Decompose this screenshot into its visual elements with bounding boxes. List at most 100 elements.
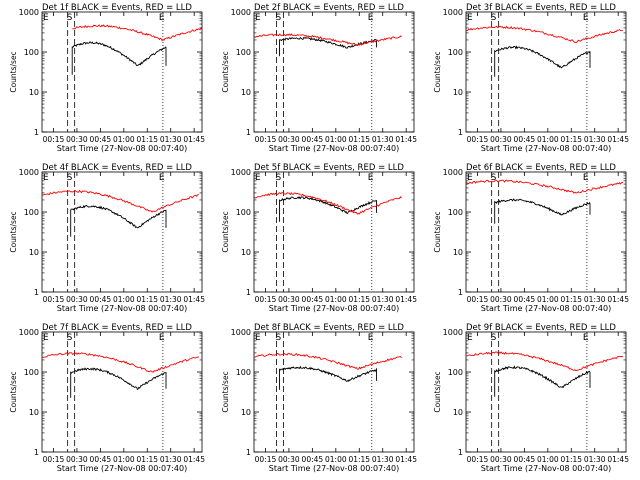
y-tick-label: 10 (453, 88, 463, 97)
series-lld-line (42, 352, 199, 373)
x-tick-label: 00:45 (90, 295, 112, 304)
x-tick-label: 00:15 (43, 295, 65, 304)
y-tick-label: 1 (246, 128, 251, 137)
y-axis-label: Counts/sec (9, 211, 18, 252)
y-axis-label: Counts/sec (433, 51, 442, 92)
x-axis-label: Start Time (27-Nov-08 00:07:40) (57, 464, 187, 473)
x-tick-label: 01:45 (395, 295, 417, 304)
y-tick-label: 100 (236, 368, 251, 377)
x-tick-label: 00:15 (467, 455, 489, 464)
x-tick-label: 01:45 (607, 295, 629, 304)
series-events-line (494, 198, 591, 224)
x-tick-label: 01:30 (372, 135, 394, 144)
start-marker-label: S (67, 173, 73, 183)
x-tick-label: 00:15 (467, 295, 489, 304)
x-tick-label: 00:45 (514, 455, 536, 464)
y-tick-label: 100 (24, 368, 39, 377)
plot-title: Det 1f BLACK = Events, RED = LLD (42, 3, 192, 13)
series-lld-line (72, 24, 203, 42)
y-axis-label: Counts/sec (221, 211, 230, 252)
edge-marker-label: E (43, 333, 49, 343)
y-tick-label: 1 (34, 288, 39, 297)
x-axis-label: Start Time (27-Nov-08 00:07:40) (57, 304, 187, 313)
x-axis-label: Start Time (27-Nov-08 00:07:40) (481, 144, 611, 153)
end-marker-label: E (159, 173, 165, 183)
y-tick-label: 1 (458, 288, 463, 297)
x-tick-label: 00:45 (90, 135, 112, 144)
plot-frame (41, 171, 203, 293)
x-tick-label: 00:45 (302, 295, 324, 304)
y-tick-label: 1000 (443, 8, 463, 17)
y-tick-label: 100 (448, 368, 463, 377)
x-tick-label: 01:00 (113, 295, 135, 304)
y-tick-label: 10 (241, 248, 251, 257)
x-tick-label: 00:15 (43, 455, 65, 464)
y-tick-label: 1000 (19, 168, 39, 177)
y-tick-label: 1000 (19, 328, 39, 337)
x-tick-label: 00:30 (490, 135, 512, 144)
y-tick-label: 10 (453, 408, 463, 417)
x-tick-label: 01:30 (372, 295, 394, 304)
plot-frame (41, 11, 203, 133)
x-tick-label: 00:45 (302, 455, 324, 464)
end-marker-label: E (583, 333, 589, 343)
y-tick-label: 1000 (443, 328, 463, 337)
start-marker-label: S (491, 173, 497, 183)
y-tick-label: 10 (241, 408, 251, 417)
series-events-line (279, 196, 377, 222)
y-tick-label: 1 (34, 448, 39, 457)
y-axis-label: Counts/sec (9, 51, 18, 92)
x-tick-label: 00:45 (514, 295, 536, 304)
y-tick-label: 1000 (443, 168, 463, 177)
y-axis-label: Counts/sec (221, 371, 230, 412)
x-tick-label: 00:30 (278, 135, 300, 144)
y-tick-label: 1 (246, 288, 251, 297)
x-tick-label: 00:30 (278, 455, 300, 464)
series-events-line (70, 204, 167, 237)
y-tick-label: 100 (236, 48, 251, 57)
plot-title: Det 4f BLACK = Events, RED = LLD (42, 163, 192, 173)
x-tick-label: 01:30 (160, 295, 182, 304)
start-marker-label: S (67, 333, 73, 343)
series-lld-line (254, 33, 402, 47)
end-marker-label: E (583, 13, 589, 23)
edge-marker-label: E (255, 13, 261, 23)
x-tick-label: 01:45 (607, 455, 629, 464)
y-tick-label: 10 (29, 88, 39, 97)
end-marker-label: E (368, 333, 374, 343)
x-axis-label: Start Time (27-Nov-08 00:07:40) (269, 144, 399, 153)
plot-title: Det 2f BLACK = Events, RED = LLD (254, 3, 404, 13)
y-tick-label: 1000 (19, 8, 39, 17)
x-tick-label: 01:00 (537, 295, 559, 304)
series-lld-line (466, 179, 623, 194)
x-tick-label: 00:15 (43, 135, 65, 144)
start-marker-label: S (276, 173, 282, 183)
x-tick-label: 01:45 (395, 135, 417, 144)
x-tick-label: 01:00 (537, 455, 559, 464)
y-tick-label: 100 (448, 208, 463, 217)
y-axis-label: Counts/sec (433, 371, 442, 412)
start-marker-label: S (276, 13, 282, 23)
end-marker-label: E (159, 333, 165, 343)
end-marker-label: E (159, 13, 165, 23)
x-axis-label: Start Time (27-Nov-08 00:07:40) (481, 304, 611, 313)
x-tick-label: 01:00 (325, 295, 347, 304)
series-events-line (494, 45, 591, 77)
series-lld-line (254, 192, 402, 215)
x-tick-label: 01:15 (136, 135, 158, 144)
x-tick-label: 00:15 (255, 295, 277, 304)
x-tick-label: 01:00 (325, 135, 347, 144)
series-events-line (70, 367, 167, 398)
x-tick-label: 01:15 (348, 295, 370, 304)
x-tick-label: 00:30 (490, 455, 512, 464)
x-tick-label: 01:00 (113, 135, 135, 144)
x-axis-label: Start Time (27-Nov-08 00:07:40) (57, 144, 187, 153)
x-tick-label: 01:15 (348, 455, 370, 464)
